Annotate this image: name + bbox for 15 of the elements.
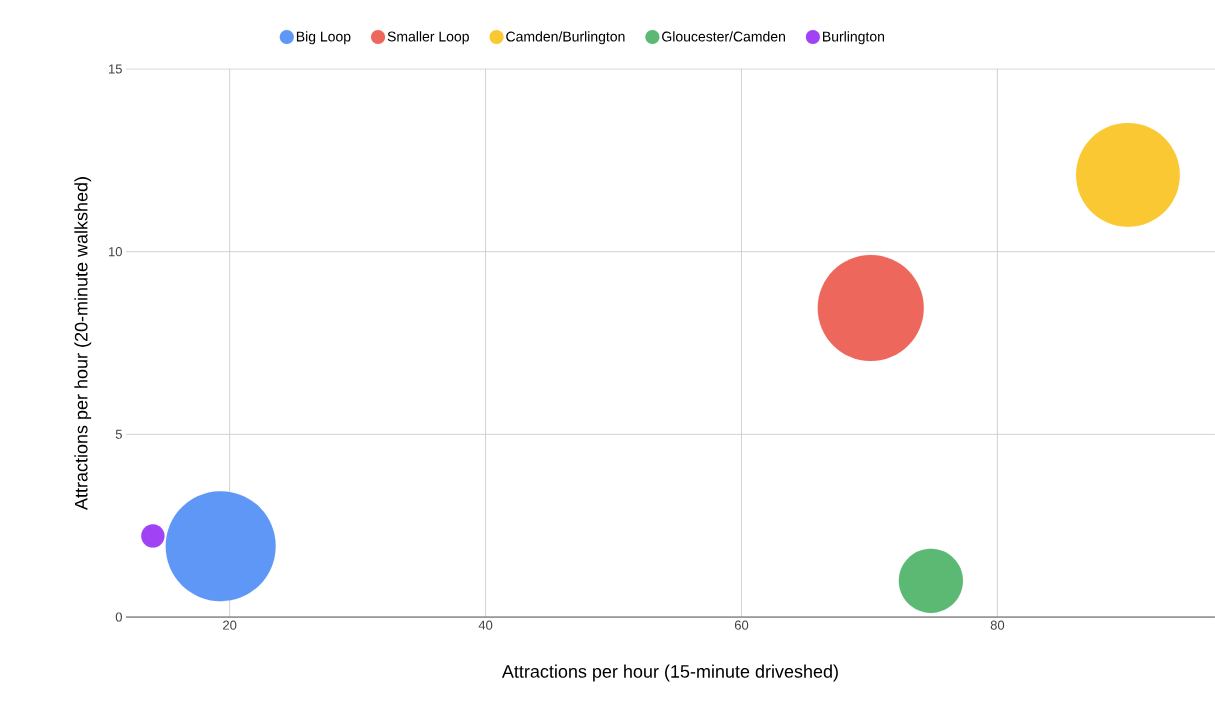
y-tick-label: 10 bbox=[109, 247, 122, 257]
legend-label: Big Loop bbox=[296, 31, 351, 45]
y-tick-label: 0 bbox=[115, 612, 122, 622]
x-tick-label: 80 bbox=[990, 620, 1005, 630]
y-tick-label: 5 bbox=[115, 429, 122, 439]
y-tick-label: 15 bbox=[109, 64, 122, 74]
legend-label: Camden/Burlington bbox=[506, 31, 625, 45]
x-tick-label: 20 bbox=[223, 620, 237, 630]
y-axis-title: Attractions per hour (20-minute walkshed) bbox=[74, 177, 92, 511]
x-axis-title: Attractions per hour (15-minute driveshed) bbox=[501, 664, 838, 682]
legend-label: Gloucester/Camden bbox=[662, 31, 785, 42]
x-tick-label: 40 bbox=[478, 620, 493, 630]
legend-label: Smaller Loop bbox=[387, 31, 469, 45]
x-tick-label: 60 bbox=[734, 620, 749, 630]
legend-label: Burlington bbox=[823, 31, 885, 45]
